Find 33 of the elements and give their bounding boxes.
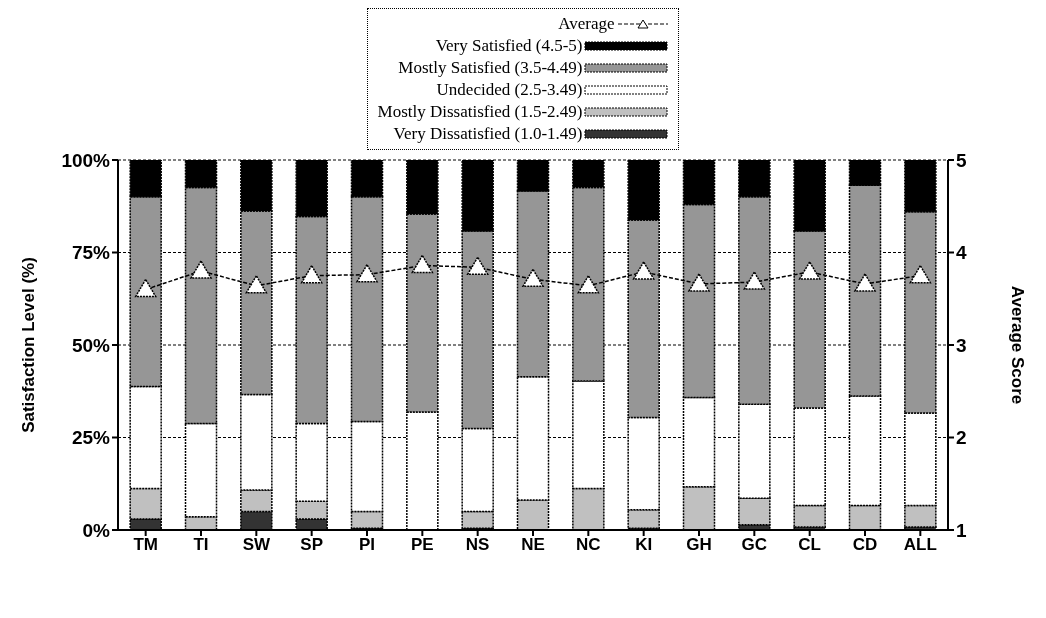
x-tick-label: NC [576, 535, 601, 555]
y2-tick-label: 2 [956, 427, 967, 449]
x-tick-label: TI [193, 535, 209, 555]
y-tick-label: 50% [71, 334, 111, 356]
x-tick-label: NS [465, 535, 490, 555]
y-tick-label: 100% [61, 149, 111, 171]
x-tick-label: ALL [903, 535, 937, 555]
y2-tick-label: 4 [956, 242, 967, 264]
x-tick-label: CL [798, 535, 821, 555]
y-axis-title: Satisfaction Level (%) [19, 257, 39, 433]
y2-tick-label: 3 [956, 334, 967, 356]
y-tick-label: 75% [71, 242, 111, 264]
x-tick-label: CD [852, 535, 878, 555]
legend-label: Mostly Satisfied (3.5-4.49) [398, 58, 583, 78]
x-tick-label: PE [410, 535, 434, 555]
legend-label: Very Dissatisfied (1.0-1.49) [393, 124, 583, 144]
x-tick-label: GC [741, 535, 768, 555]
x-tick-label: GH [686, 535, 712, 555]
x-tick-label: SP [300, 535, 324, 555]
x-tick-label: NE [521, 535, 545, 555]
legend-label: Undecided (2.5-3.49) [436, 80, 583, 100]
legend-label: Average [558, 14, 615, 34]
y2-tick-label: 1 [956, 519, 967, 541]
legend-label: Mostly Dissatisfied (1.5-2.49) [377, 102, 583, 122]
x-tick-label: KI [635, 535, 653, 555]
y-tick-label: 25% [71, 427, 111, 449]
x-tick-label: PI [358, 535, 376, 555]
y-tick-label: 0% [82, 519, 111, 541]
y2-tick-label: 5 [956, 149, 967, 171]
legend-label: Very Satisfied (4.5-5) [435, 36, 583, 56]
y2-axis-title: Average Score [1007, 285, 1027, 405]
x-tick-label: TM [133, 535, 158, 555]
x-tick-label: SW [242, 535, 271, 555]
